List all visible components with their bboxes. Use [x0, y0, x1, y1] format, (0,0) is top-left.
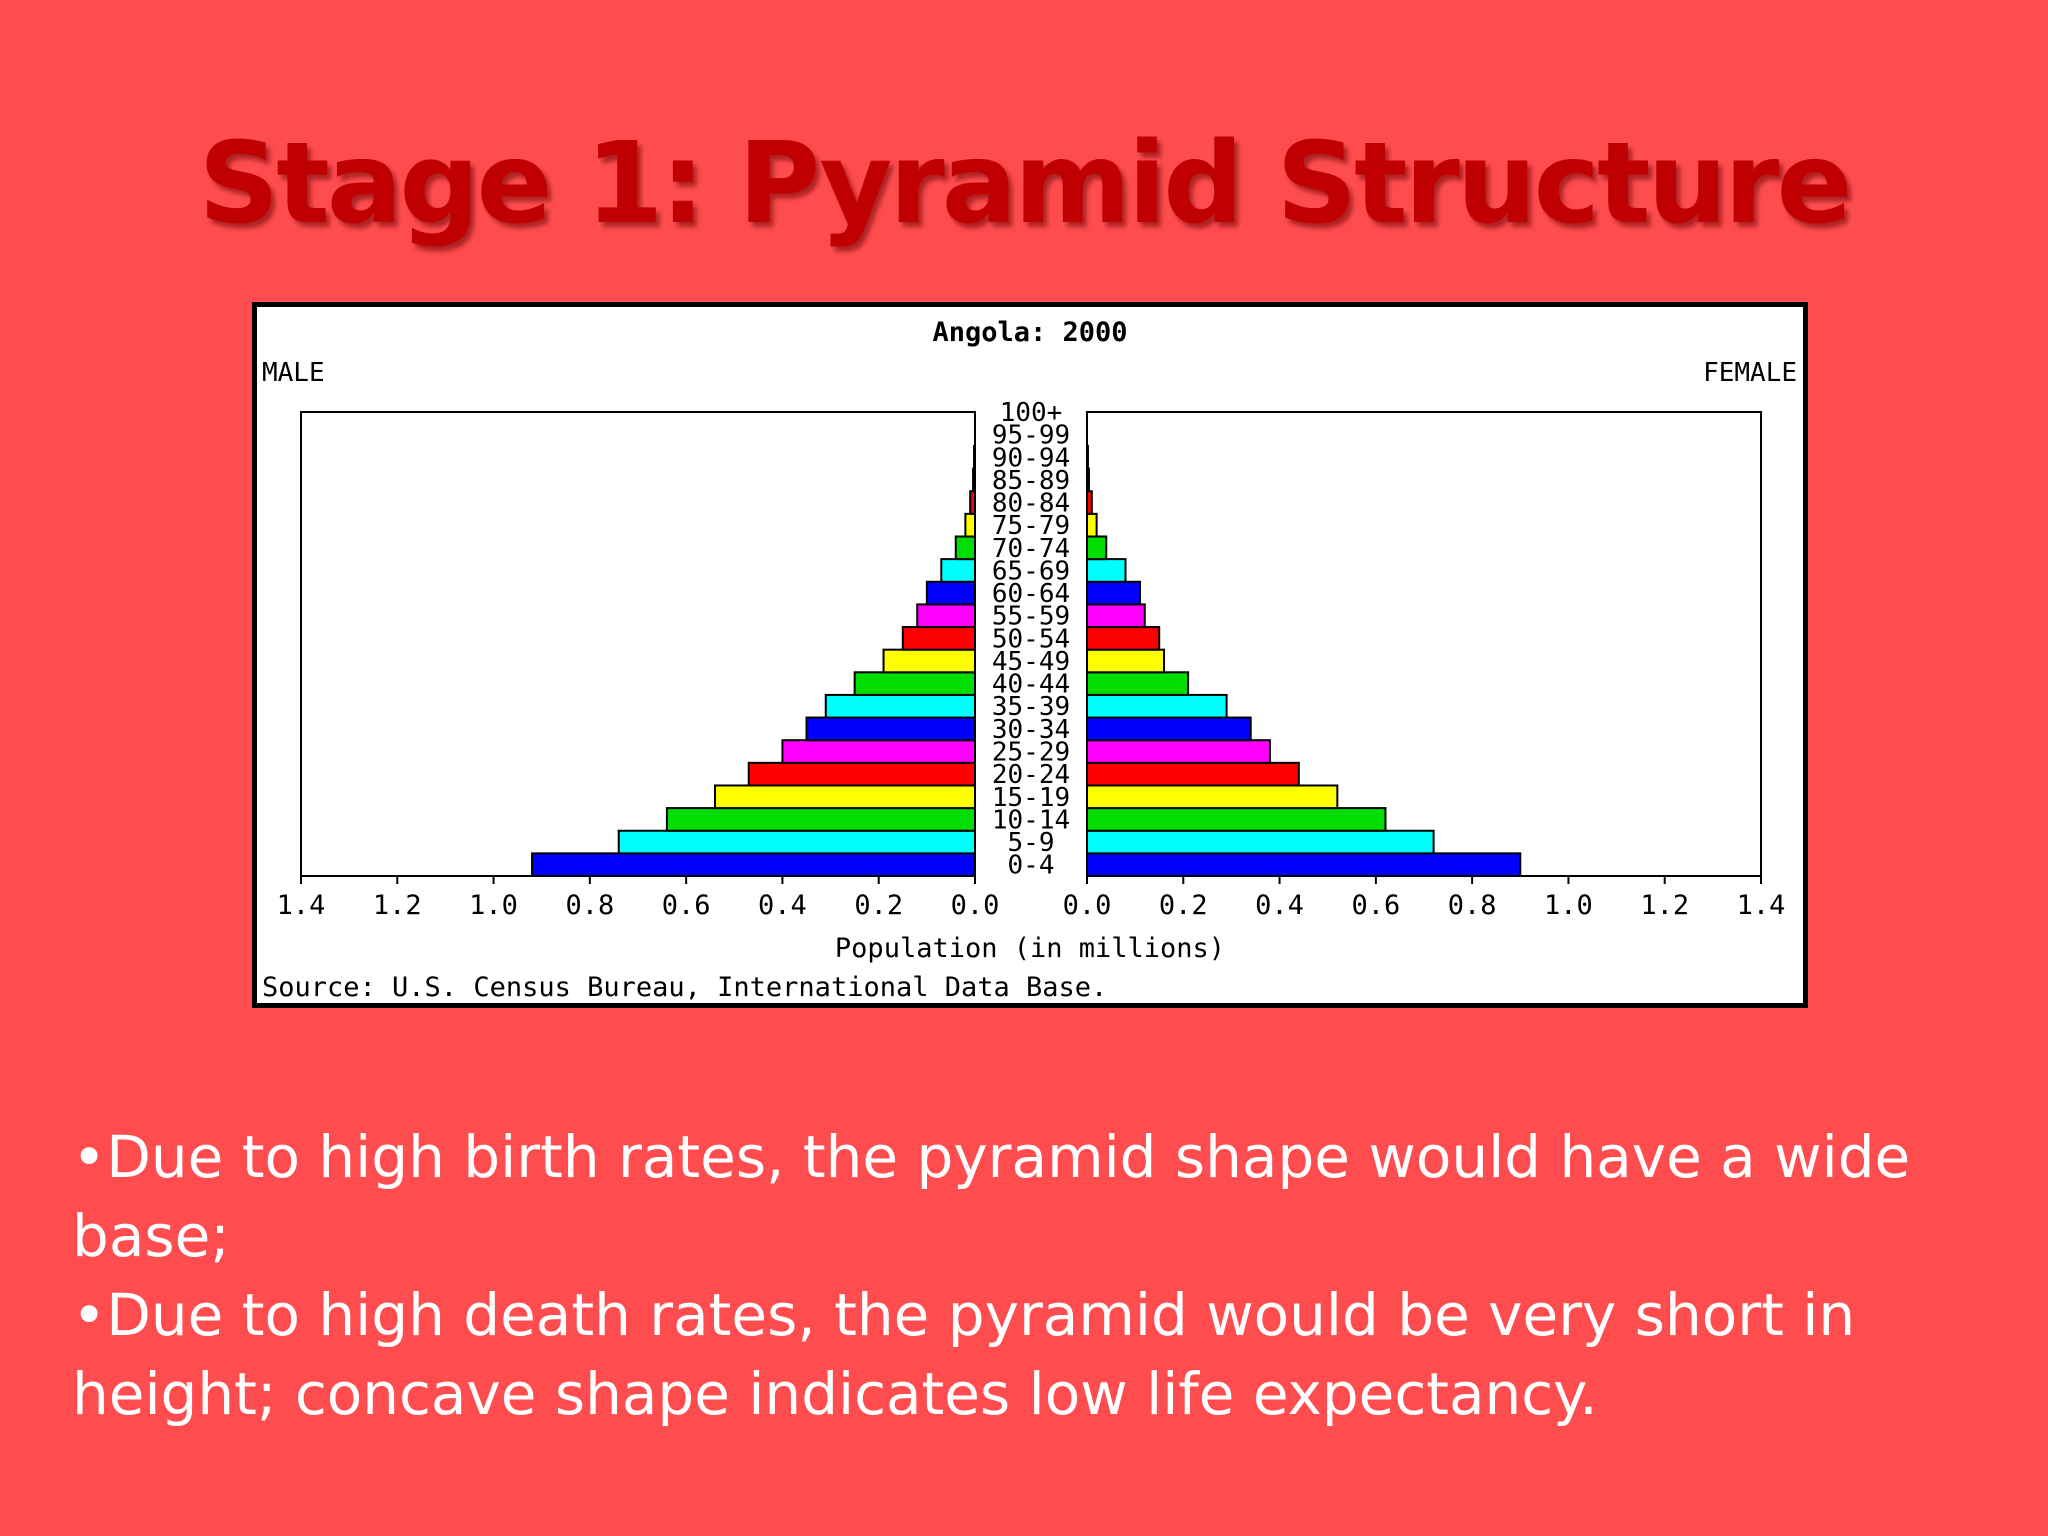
slide-title: Stage 1: Pyramid Structure [198, 119, 1853, 249]
bar-female-0-4 [1086, 852, 1522, 877]
bar-male-35-39 [824, 693, 976, 719]
age-label-70-74: 70-74 [992, 534, 1070, 564]
bar-male-5-9 [617, 829, 976, 855]
age-label-90-94: 90-94 [992, 443, 1070, 473]
bar-female-40-44 [1086, 671, 1190, 696]
male-x-tick-label: 0.4 [758, 890, 807, 921]
female-x-tick-label: 0.2 [1159, 890, 1208, 921]
bar-male-30-34 [805, 716, 976, 742]
pyramid-chart-svg: Angola: 2000 MALE FEMALE Population (in mil… [262, 317, 1797, 1003]
bar-female-35-39 [1086, 693, 1228, 719]
bar-female-45-49 [1086, 648, 1166, 674]
bar-male-60-64 [925, 580, 976, 606]
bar-male-85-89 [972, 467, 976, 493]
female-x-tick-label: 1.4 [1737, 890, 1786, 921]
bar-female-50-54 [1086, 626, 1161, 651]
bar-male-10-14 [665, 807, 976, 832]
age-label-35-39: 35-39 [992, 692, 1070, 722]
bar-female-10-14 [1086, 807, 1387, 832]
bar-male-15-19 [714, 784, 976, 810]
male-x-tick-label: 1.2 [373, 890, 422, 921]
male-x-tick-label: 0.6 [662, 890, 711, 921]
bar-male-70-74 [954, 535, 977, 561]
age-label-50-54: 50-54 [992, 624, 1070, 654]
bar-male-50-54 [901, 626, 976, 651]
bar-male-65-69 [940, 558, 976, 583]
male-label: MALE [262, 358, 325, 388]
bar-female-65-69 [1086, 558, 1127, 583]
bar-female-60-64 [1086, 580, 1141, 606]
bar-female-20-24 [1086, 761, 1300, 787]
bar-female-15-19 [1086, 784, 1339, 810]
age-label-55-59: 55-59 [992, 602, 1070, 632]
male-x-tick-label: 0.0 [951, 890, 1000, 921]
age-label-40-44: 40-44 [992, 670, 1070, 700]
bar-female-80-84 [1086, 490, 1093, 515]
female-label: FEMALE [1703, 358, 1797, 388]
age-label-5-9: 5-9 [1008, 828, 1055, 858]
bar-male-75-79 [964, 512, 976, 538]
age-label-60-64: 60-64 [992, 579, 1070, 609]
bar-female-85-89 [1086, 467, 1090, 493]
bar-female-75-79 [1086, 512, 1098, 538]
chart-title: Angola: 2000 [932, 317, 1127, 348]
x-axis-label: Population (in millions) [835, 933, 1225, 964]
age-label-85-89: 85-89 [992, 466, 1070, 496]
bullet-list: •Due to high birth rates, the pyramid sh… [72, 1118, 1992, 1434]
age-label-30-34: 30-34 [992, 715, 1070, 745]
female-x-tick-label: 0.8 [1448, 890, 1497, 921]
female-x-tick-label: 0.0 [1063, 890, 1112, 921]
bar-male-20-24 [747, 761, 976, 787]
female-x-tick-label: 0.6 [1351, 890, 1400, 921]
female-x-tick-label: 1.2 [1640, 890, 1689, 921]
male-x-tick-label: 0.8 [565, 890, 614, 921]
female-x-tick-label: 1.0 [1544, 890, 1593, 921]
pyramid-chart: Angola: 2000 MALE FEMALE Population (in mil… [252, 302, 1808, 1008]
age-label-20-24: 20-24 [992, 760, 1070, 790]
bullet-death-rates: •Due to high death rates, the pyramid wo… [72, 1281, 1856, 1428]
age-label-95-99: 95-99 [992, 421, 1070, 451]
bar-female-30-34 [1086, 716, 1252, 742]
bar-female-25-29 [1086, 739, 1271, 764]
age-label-100+: 100+ [1000, 398, 1063, 428]
male-x-tick-label: 0.2 [854, 890, 903, 921]
bar-female-55-59 [1086, 603, 1146, 629]
bar-male-25-29 [781, 739, 977, 764]
age-label-65-69: 65-69 [992, 556, 1070, 586]
age-label-80-84: 80-84 [992, 489, 1070, 519]
age-label-25-29: 25-29 [992, 738, 1070, 768]
source-note: Source: U.S. Census Bureau, Internationa… [262, 972, 1107, 1003]
bar-female-5-9 [1086, 829, 1435, 855]
bar-female-70-74 [1086, 535, 1108, 561]
bullet-birth-rates: •Due to high birth rates, the pyramid sh… [72, 1123, 1911, 1270]
female-x-tick-label: 0.4 [1255, 890, 1304, 921]
bar-male-90-94 [973, 444, 977, 470]
age-label-15-19: 15-19 [992, 783, 1070, 813]
male-x-tick-label: 1.0 [469, 890, 518, 921]
bar-male-40-44 [853, 671, 977, 696]
bar-female-90-94 [1086, 444, 1089, 470]
male-x-tick-label: 1.4 [277, 890, 326, 921]
age-label-45-49: 45-49 [992, 647, 1070, 677]
bar-male-80-84 [969, 490, 977, 515]
bar-male-0-4 [531, 852, 976, 877]
age-label-0-4: 0-4 [1008, 851, 1055, 881]
age-label-10-14: 10-14 [992, 805, 1070, 835]
bar-male-45-49 [882, 648, 976, 674]
bar-male-55-59 [916, 603, 977, 629]
age-label-75-79: 75-79 [992, 511, 1070, 541]
